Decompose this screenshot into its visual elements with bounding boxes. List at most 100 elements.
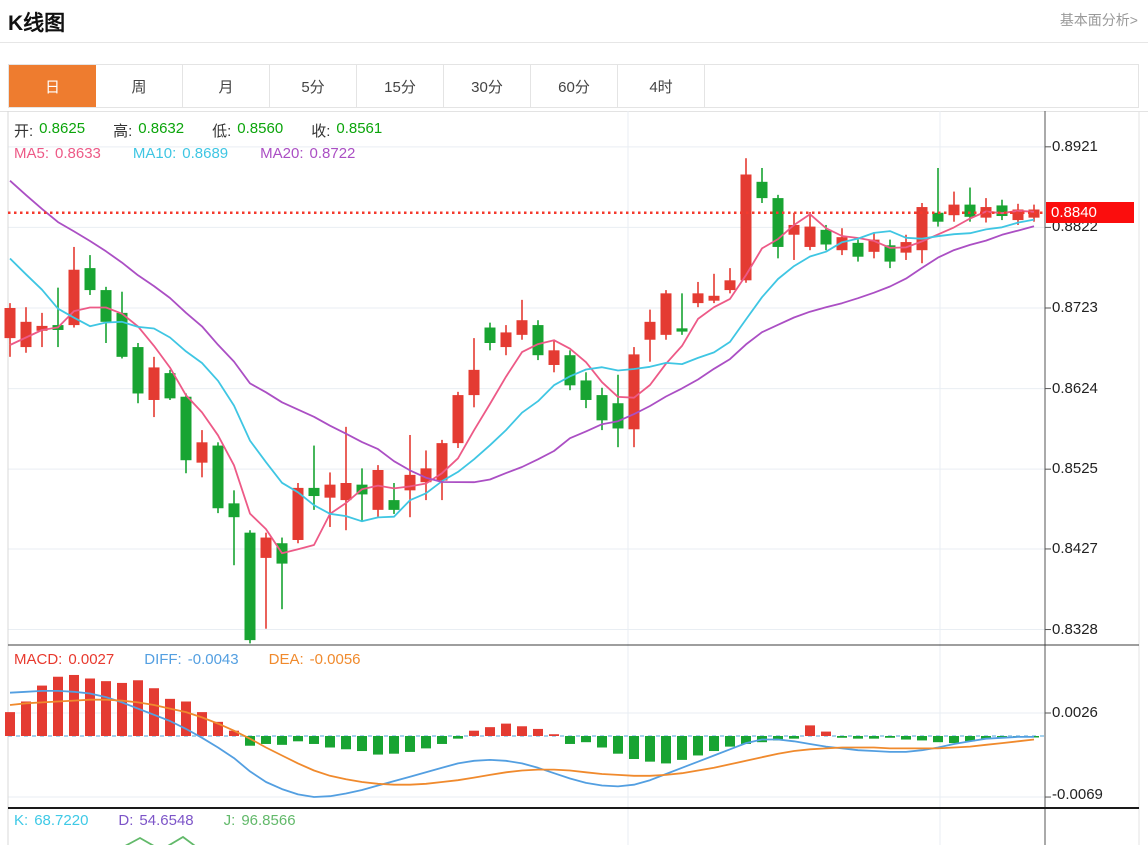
k-readout: K: 68.7220 [14, 812, 89, 829]
candle-up [148, 367, 160, 400]
candle-up [260, 537, 272, 558]
ma-legend: MA5: 0.8633 MA10: 0.8689 MA20: 0.8722 [14, 145, 355, 162]
candle-up [420, 468, 432, 483]
macd-bar-negative [725, 736, 735, 747]
candle-down [308, 487, 320, 497]
candle-up [836, 237, 848, 251]
dea-readout: DEA: -0.0056 [268, 651, 361, 668]
tab-15min[interactable]: 15分 [357, 65, 444, 107]
candle-up [468, 369, 480, 396]
tab-week[interactable]: 周 [96, 65, 183, 107]
candle-up [292, 487, 304, 540]
macd-bar-negative [453, 736, 463, 739]
tab-month[interactable]: 月 [183, 65, 270, 107]
fundamental-analysis-link[interactable]: 基本面分析> [1059, 12, 1138, 28]
macd-bar-negative [773, 736, 783, 741]
macd-bar-negative [357, 736, 367, 752]
macd-bar-positive [549, 734, 559, 736]
tab-30min[interactable]: 30分 [444, 65, 531, 107]
tab-60min[interactable]: 60分 [531, 65, 618, 107]
macd-bar-negative [917, 736, 927, 741]
macd-bar-negative [581, 736, 591, 743]
candle-up [740, 174, 752, 281]
macd-bar-positive [37, 685, 47, 736]
candle-up [196, 442, 208, 463]
macd-bar-positive [181, 701, 191, 736]
macd-bar-negative [901, 736, 911, 740]
candle-up [628, 354, 640, 430]
macd-bar-negative [933, 736, 943, 743]
macd-bar-negative [645, 736, 655, 762]
macd-bar-positive [485, 727, 495, 736]
macd-bar-negative [709, 736, 719, 752]
candle-up [436, 443, 448, 481]
candle-up [548, 350, 560, 365]
diff-line [9, 690, 1034, 798]
tab-day[interactable]: 日 [9, 65, 96, 107]
ma5-line [9, 209, 1035, 555]
candle-down [964, 204, 976, 217]
candle-up [324, 484, 336, 498]
macd-bar-negative [613, 736, 623, 754]
macd-bar-negative [837, 736, 847, 738]
candle-up [948, 204, 960, 216]
candle-up [724, 280, 736, 291]
candle-up [372, 469, 384, 510]
macd-bar-negative [309, 736, 319, 744]
ma10-readout: MA10: 0.8689 [132, 145, 229, 162]
kdj-legend: K: 68.7220 D: 54.6548 J: 96.8566 [14, 812, 296, 829]
price-tick-label: 0.8525 [1052, 460, 1098, 477]
macd-bar-positive [197, 712, 207, 736]
macd-bar-positive [533, 728, 543, 736]
candle-down [596, 395, 608, 421]
macd-bar-negative [869, 736, 879, 739]
macd-bar-negative [885, 736, 895, 738]
tab-4hour[interactable]: 4时 [618, 65, 705, 107]
macd-bar-negative [789, 736, 799, 739]
macd-bar-positive [69, 674, 79, 736]
candle-down [484, 327, 496, 343]
last-price-tag: 0.8840 [1046, 202, 1134, 223]
macd-bar-positive [21, 701, 31, 736]
candle-down [212, 445, 224, 509]
candle-down [388, 500, 400, 510]
macd-bar-negative [373, 736, 383, 755]
j-readout: J: 96.8566 [223, 812, 296, 829]
macd-legend: MACD: 0.0027 DIFF: -0.0043 DEA: -0.0056 [14, 651, 361, 668]
macd-bar-negative [261, 736, 271, 744]
kdj-j-line [125, 835, 196, 845]
ma20-readout: MA20: 0.8722 [260, 145, 356, 162]
macd-bar-positive [53, 676, 63, 736]
candle-up [644, 321, 656, 340]
candle-down [884, 245, 896, 262]
candle-down [852, 242, 864, 257]
price-tick-label: 0.8723 [1052, 299, 1098, 316]
price-tick-label: 0.8921 [1052, 138, 1098, 155]
candle-up [788, 224, 800, 235]
candle-up [20, 321, 32, 348]
dea-line [9, 698, 1035, 786]
macd-bar-negative [693, 736, 703, 756]
candle-up [452, 395, 464, 444]
diff-readout: DIFF: -0.0043 [144, 651, 239, 668]
macd-bar-negative [277, 736, 287, 745]
macd-bar-positive [101, 681, 111, 736]
candle-down [84, 268, 96, 291]
candle-down [820, 229, 832, 245]
macd-bar-positive [229, 730, 239, 736]
macd-bar-negative [341, 736, 351, 750]
chart-top-border [0, 111, 1148, 112]
macd-bar-negative [405, 736, 415, 752]
candle-down [164, 373, 176, 399]
candle-down [932, 212, 944, 222]
macd-bar-negative [677, 736, 687, 760]
macd-bar-negative [245, 736, 255, 746]
candle-down [772, 198, 784, 247]
macd-bar-negative [629, 736, 639, 759]
tab-5min[interactable]: 5分 [270, 65, 357, 107]
macd-bar-negative [389, 736, 399, 754]
macd-bar-positive [805, 725, 815, 736]
ohlc-legend: 开: 0.8625 高: 0.8632 低: 0.8560 收: 0.8561 [14, 120, 382, 141]
